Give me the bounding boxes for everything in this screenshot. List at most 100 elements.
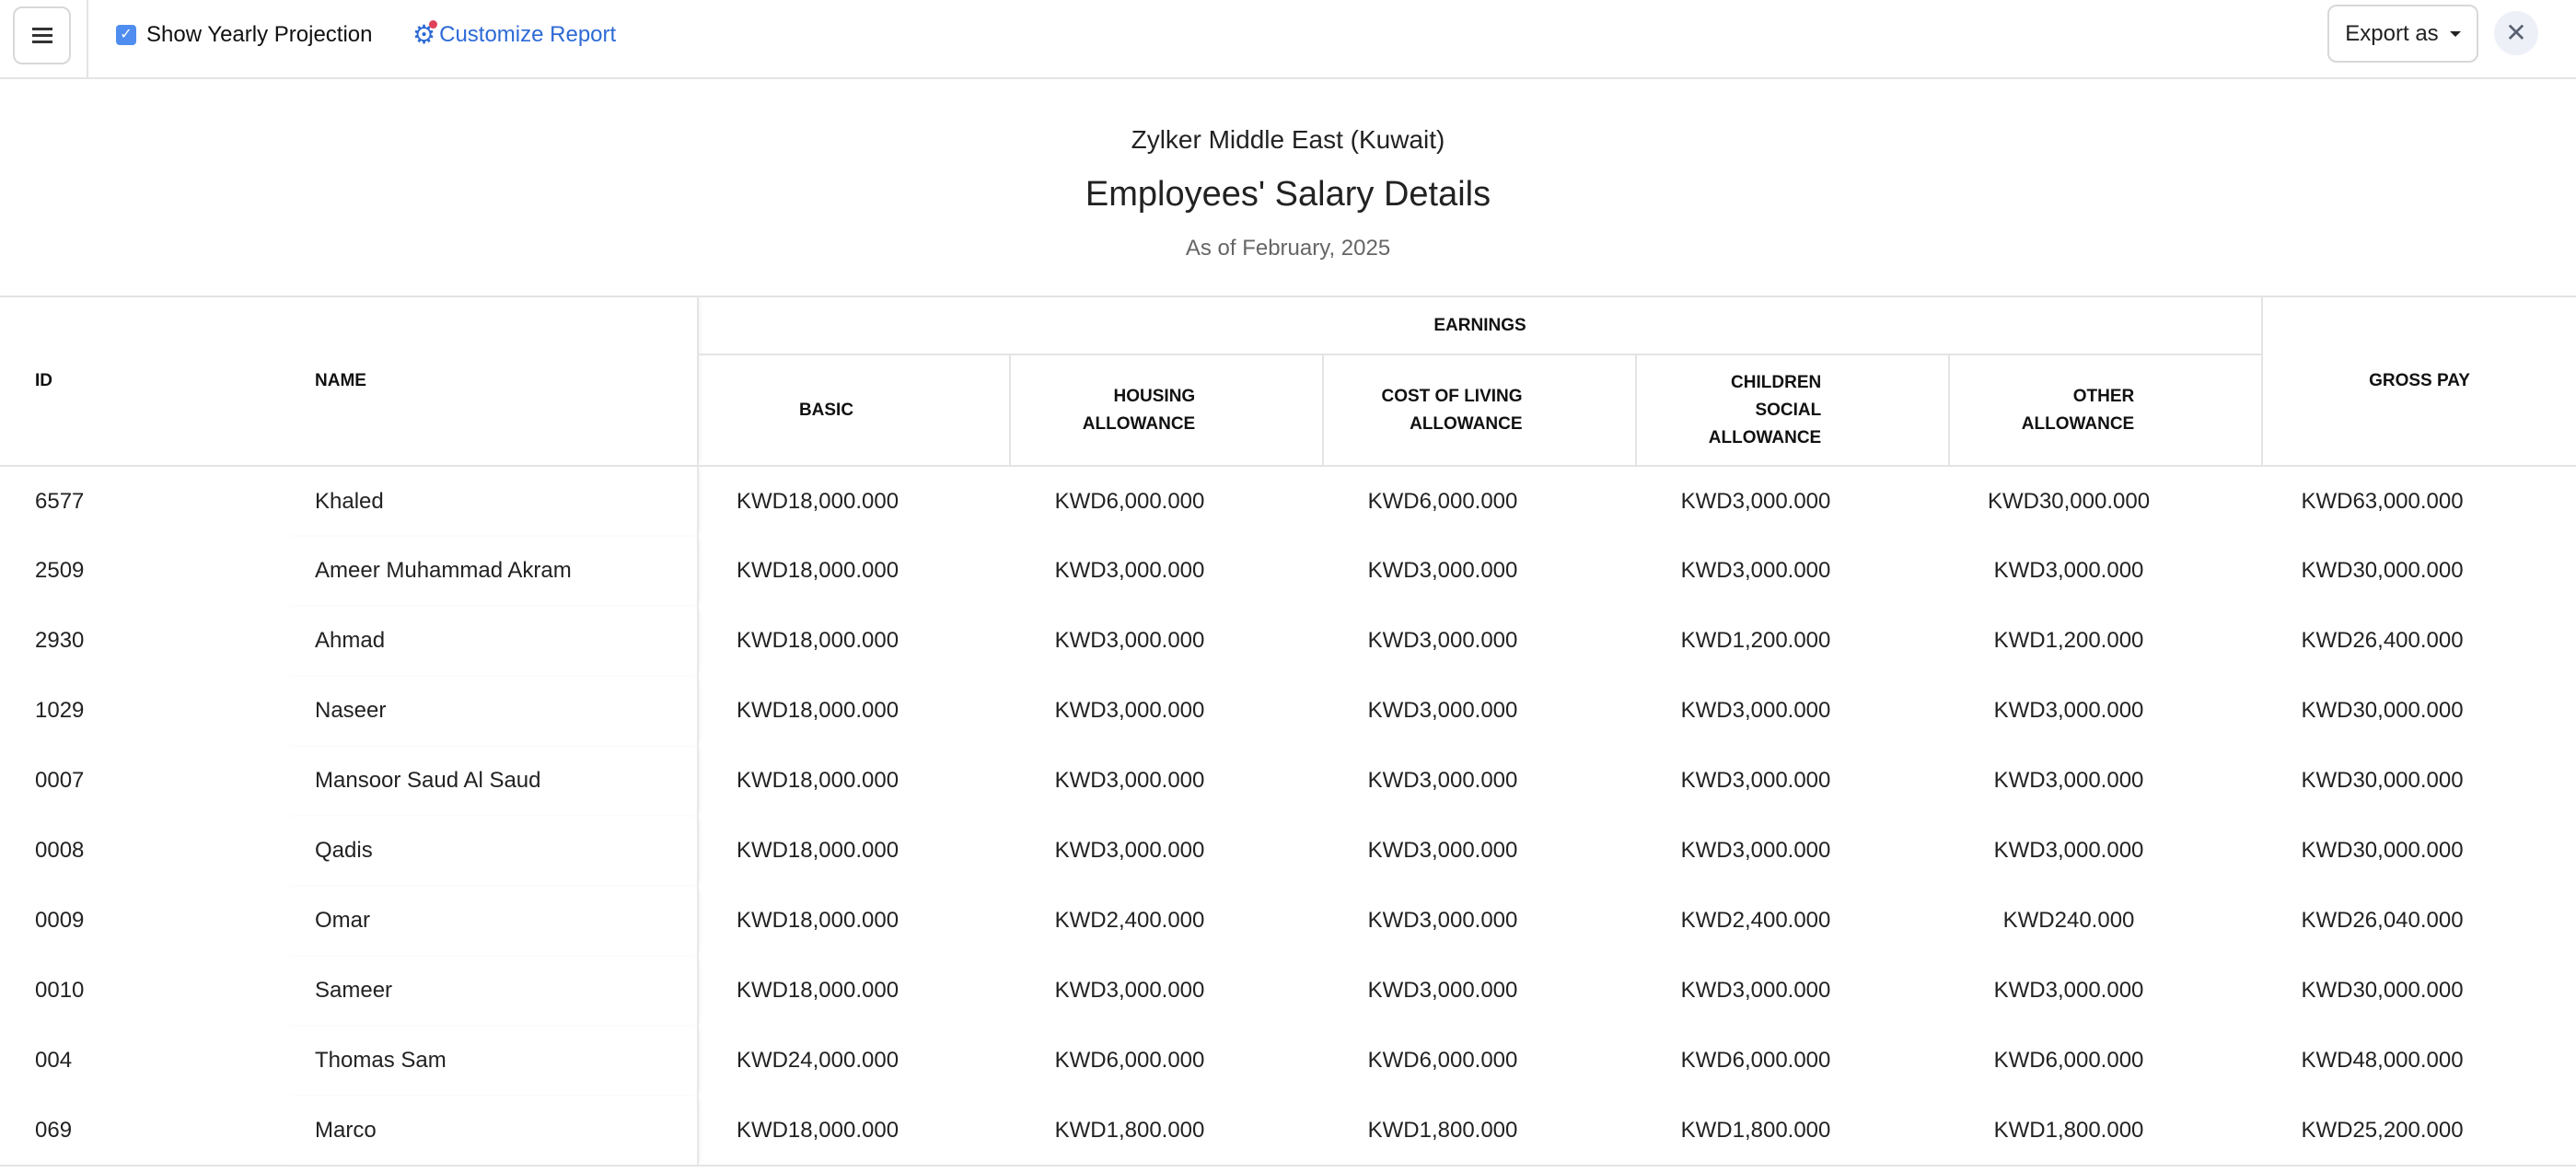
cell-basic: KWD24,000.000 [736,1048,899,1073]
cell-gross: KWD25,200.000 [2262,1096,2576,1167]
table-row: 2509 Ameer Muhammad Akram KWD18,000.000 KWD… [0,536,2576,606]
cell-col: KWD3,000.000 [1367,838,1518,863]
table-row: 0010 Sameer KWD18,000.000 KWD3,000.000 KWD3,… [0,956,2576,1026]
cell-name: Qadis [282,816,699,886]
cell-name: Ahmad [282,606,699,676]
cell-basic: KWD18,000.000 [736,488,899,514]
header-id[interactable]: ID [0,296,282,467]
cell-name: Marco [282,1096,699,1167]
cell-gross: KWD26,400.000 [2301,628,2464,653]
toolbar: ✓ Show Yearly Projection ⚙ Customize Rep… [0,0,2576,79]
cell-children: KWD3,000.000 [1680,488,1831,514]
cell-children: KWD1,200.000 [1680,628,1831,653]
cell-children: KWD3,000.000 [1680,558,1831,583]
header-cost-of-living-allowance[interactable]: COST OF LIVING ALLOWANCE [1322,354,1637,467]
cell-name: Ameer Muhammad Akram [282,536,699,606]
cell-children: KWD1,800.000 [1636,1096,1949,1167]
menu-button[interactable] [13,6,71,64]
show-yearly-projection-label[interactable]: Show Yearly Projection [146,22,373,47]
cell-basic: KWD18,000.000 [736,978,899,1003]
cell-children: KWD3,000.000 [1680,698,1831,723]
cell-housing: KWD3,000.000 [1054,978,1205,1003]
cell-other: KWD3,000.000 [1993,838,2144,863]
show-yearly-projection-checkbox[interactable]: ✓ [116,25,136,45]
cell-housing: KWD1,800.000 [1010,1096,1323,1167]
table-row: 6577 Khaled KWD18,000.000 KWD6,000.000 KWD6,… [0,466,2576,536]
cell-housing: KWD6,000.000 [1054,1048,1205,1073]
cell-gross: KWD30,000.000 [2301,978,2464,1003]
cell-id: 2509 [35,558,85,583]
header-basic[interactable]: BASIC [697,354,1011,467]
header-other-allowance[interactable]: OTHER ALLOWANCE [1947,354,2264,467]
cell-gross: KWD30,000.000 [2301,698,2464,723]
table-row: 2930 Ahmad KWD18,000.000 KWD3,000.000 KWD3,0… [0,606,2576,676]
cell-name: Omar [282,886,699,956]
cell-col: KWD3,000.000 [1367,768,1518,793]
cell-col: KWD3,000.000 [1367,698,1518,723]
cell-col: KWD3,000.000 [1367,978,1518,1003]
cell-name: Khaled [282,466,699,536]
cell-id: 0008 [35,838,85,863]
report-subtitle: As of February, 2025 [1185,236,1391,261]
cell-id: 004 [35,1048,73,1073]
caret-down-icon [2449,30,2461,37]
header-name[interactable]: NAME [282,296,698,467]
cell-gross: KWD30,000.000 [2301,558,2464,583]
cell-id: 1029 [35,698,85,723]
cell-other: KWD30,000.000 [1987,488,2151,514]
cell-id: 6577 [35,488,85,514]
cell-id: 0007 [35,768,85,793]
cell-id: 0010 [35,978,85,1003]
table-row: 0007 Mansoor Saud Al Saud KWD18,000.000 KWD… [0,746,2576,816]
header-children-social-allowance[interactable]: CHILDREN SOCIAL ALLOWANCE [1635,354,1950,467]
cell-basic: KWD18,000.000 [736,908,899,933]
header-housing-allowance[interactable]: HOUSING ALLOWANCE [1009,354,1324,467]
cell-housing: KWD3,000.000 [1054,628,1205,653]
company-name: Zylker Middle East (Kuwait) [1131,125,1445,154]
report-title: Employees' Salary Details [1085,175,1491,214]
table-row: 0008 Qadis KWD18,000.000 KWD3,000.000 KWD3,0… [0,816,2576,886]
cell-basic: KWD18,000.000 [736,698,899,723]
cell-housing: KWD6,000.000 [1054,488,1205,514]
salary-table: ID NAME EARNINGS GROSS PAY BASIC HOUSING… [0,296,2576,1167]
export-as-button[interactable]: Export as [2327,5,2478,63]
cell-col: KWD3,000.000 [1367,628,1518,653]
cell-name: Sameer [282,956,699,1026]
cell-children: KWD2,400.000 [1680,908,1831,933]
cell-gross: KWD48,000.000 [2301,1048,2464,1073]
cell-id: 069 [0,1096,282,1167]
cell-basic: KWD18,000.000 [736,838,899,863]
cell-gross: KWD30,000.000 [2301,768,2464,793]
cell-id: 2930 [35,628,85,653]
cell-name: Thomas Sam [282,1026,699,1096]
cell-col: KWD6,000.000 [1367,1048,1518,1073]
cell-children: KWD3,000.000 [1680,838,1831,863]
hamburger-icon [31,34,52,37]
table-row: 1029 Naseer KWD18,000.000 KWD3,000.000 KWD3,… [0,676,2576,746]
cell-name: Mansoor Saud Al Saud [282,746,699,816]
cell-gross: KWD30,000.000 [2301,838,2464,863]
gear-icon: ⚙ [412,20,438,49]
cell-basic: KWD18,000.000 [698,1096,1010,1167]
divider [87,0,88,79]
customize-report-label: Customize Report [439,22,617,47]
cell-children: KWD6,000.000 [1680,1048,1831,1073]
header-gross-pay[interactable]: GROSS PAY [2261,296,2576,467]
table-row: 004 Thomas Sam KWD24,000.000 KWD6,000.000 KW… [0,1026,2576,1096]
cell-col: KWD1,800.000 [1323,1096,1636,1167]
cell-other: KWD3,000.000 [1993,558,2144,583]
cell-children: KWD3,000.000 [1680,768,1831,793]
close-button[interactable]: ✕ [2494,11,2538,55]
cell-other: KWD3,000.000 [1993,978,2144,1003]
cell-id: 0009 [35,908,85,933]
cell-other: KWD3,000.000 [1993,768,2144,793]
cell-basic: KWD18,000.000 [736,768,899,793]
customize-report-link[interactable]: ⚙ Customize Report [412,20,617,49]
cell-children: KWD3,000.000 [1680,978,1831,1003]
cell-basic: KWD18,000.000 [736,628,899,653]
cell-other: KWD240.000 [2002,908,2135,933]
cell-col: KWD3,000.000 [1367,558,1518,583]
table-row: 069 Marco KWD18,000.000 KWD1,800.000 KWD1,80… [0,1096,2576,1167]
cell-other: KWD1,800.000 [1949,1096,2263,1167]
cell-housing: KWD2,400.000 [1054,908,1205,933]
